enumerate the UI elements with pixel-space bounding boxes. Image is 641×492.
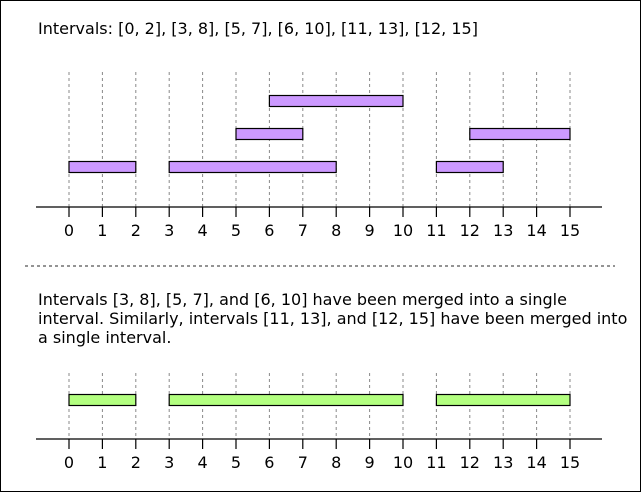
bottom-tick-label: 8 xyxy=(331,453,341,472)
bottom-tick-label: 1 xyxy=(97,453,107,472)
top-tick-label: 5 xyxy=(231,221,241,240)
top-interval-bar xyxy=(268,94,404,108)
top-tick-label: 1 xyxy=(97,221,107,240)
bottom-tick-label: 3 xyxy=(164,453,174,472)
bottom-tick-label: 14 xyxy=(526,453,546,472)
original-intervals-caption: Intervals: [0, 2], [3, 8], [5, 7], [6, 1… xyxy=(38,19,478,38)
bottom-tick-label: 0 xyxy=(64,453,74,472)
top-interval-bar xyxy=(68,160,137,174)
bottom-tick-label: 7 xyxy=(298,453,308,472)
top-tick-label: 2 xyxy=(131,221,141,240)
top-tick-label: 6 xyxy=(264,221,274,240)
bottom-tick-label: 12 xyxy=(460,453,480,472)
bottom-interval-bar xyxy=(435,393,571,407)
bottom-number-line: 0 1 2 3 4 5 6 7 8 9 10 11 12 13 14 15 xyxy=(36,438,602,472)
top-tick-label: 11 xyxy=(426,221,446,240)
merged-intervals-caption: Intervals [3, 8], [5, 7], and [6, 10] ha… xyxy=(38,290,628,347)
bottom-tick-label: 2 xyxy=(131,453,141,472)
bottom-tick-label: 13 xyxy=(493,453,513,472)
bottom-tick-label: 15 xyxy=(560,453,580,472)
top-tick-label: 13 xyxy=(493,221,513,240)
bottom-tick-label: 6 xyxy=(264,453,274,472)
bottom-interval-bar xyxy=(68,393,137,407)
bottom-interval-bar xyxy=(168,393,404,407)
bottom-tick-label: 4 xyxy=(198,453,208,472)
top-tick-label: 9 xyxy=(365,221,375,240)
top-interval-bar xyxy=(168,160,337,174)
bottom-tick-label: 10 xyxy=(393,453,413,472)
top-tick-label: 10 xyxy=(393,221,413,240)
bottom-tick-label: 9 xyxy=(365,453,375,472)
top-tick-label: 15 xyxy=(560,221,580,240)
top-tick-label: 3 xyxy=(164,221,174,240)
top-number-line: 0 1 2 3 4 5 6 7 8 9 10 11 12 13 14 15 xyxy=(36,206,602,240)
bottom-tick-label: 5 xyxy=(231,453,241,472)
top-tick-label: 14 xyxy=(526,221,546,240)
top-tick-label: 12 xyxy=(460,221,480,240)
top-tick-label: 0 xyxy=(64,221,74,240)
top-interval-bars xyxy=(68,94,571,174)
top-tick-label: 4 xyxy=(198,221,208,240)
top-interval-bar xyxy=(235,127,304,141)
top-interval-bar xyxy=(469,127,571,141)
top-interval-bar xyxy=(435,160,504,174)
top-tick-label: 8 xyxy=(331,221,341,240)
bottom-interval-bars xyxy=(68,393,571,407)
top-tick-label: 7 xyxy=(298,221,308,240)
bottom-tick-label: 11 xyxy=(426,453,446,472)
